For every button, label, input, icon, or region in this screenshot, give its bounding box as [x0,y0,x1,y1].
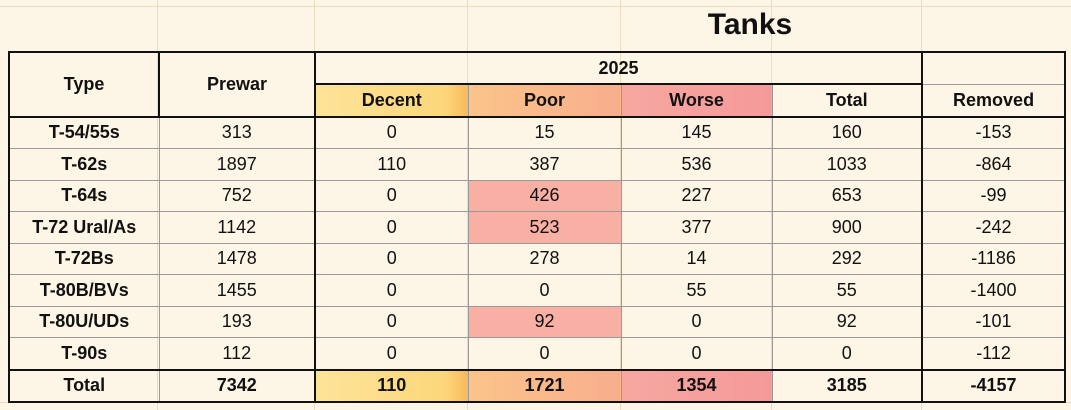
table-row: T-62s 1897 110 387 536 1033 -864 [8,148,1067,181]
row-type: T-72Bs [8,242,160,275]
row-removed: -864 [921,148,1067,181]
header-removed: Removed [921,83,1067,117]
row-type: T-80U/UDs [8,305,160,338]
row-total: 55 [771,274,924,307]
table-row: T-80B/BVs 1455 0 0 55 55 -1400 [8,274,1067,307]
row-decent: 0 [314,305,469,338]
table-row: T-72Bs 1478 0 278 14 292 -1186 [8,242,1067,275]
table-row: T-64s 752 0 426 227 653 -99 [8,179,1067,212]
total-label: Total [8,368,160,403]
page-title: Tanks [707,8,793,41]
total-prewar: 7342 [158,368,316,403]
row-decent: 0 [314,242,469,275]
header-total: Total [771,83,924,117]
header-row: Type Prewar 2025 [8,51,1067,117]
row-decent: 0 [314,337,469,370]
row-type: T-80B/BVs [8,274,160,307]
total-worse: 1354 [620,368,773,403]
row-type: T-90s [8,337,160,370]
row-prewar: 1478 [158,242,316,275]
row-decent: 0 [314,274,469,307]
row-poor-highlighted: 92 [467,305,622,338]
row-prewar: 193 [158,305,316,338]
grid-line [0,6,1071,7]
row-removed: -242 [921,211,1067,244]
row-total: 0 [771,337,924,370]
row-prewar: 752 [158,179,316,212]
header-empty [921,51,1067,85]
header-poor: Poor [467,83,622,117]
header-worse: Worse [620,83,773,117]
row-removed: -99 [921,179,1067,212]
row-decent: 0 [314,115,469,149]
row-worse: 227 [620,179,773,212]
table-row: T-90s 112 0 0 0 0 -112 [8,337,1067,370]
row-poor-highlighted: 523 [467,211,622,244]
total-row: Total 7342 110 1721 1354 3185 -4157 [8,368,1067,403]
table-row: T-80U/UDs 193 0 92 0 92 -101 [8,305,1067,338]
row-total: 92 [771,305,924,338]
total-decent: 110 [314,368,469,403]
row-removed: -153 [921,115,1067,149]
row-prewar: 1455 [158,274,316,307]
row-type: T-64s [8,179,160,212]
total-total: 3185 [771,368,924,403]
header-year: 2025 [313,51,924,85]
row-decent: 0 [314,211,469,244]
header-decent: Decent [314,83,469,117]
row-type: T-72 Ural/As [8,211,160,244]
row-total: 1033 [771,148,924,181]
row-decent: 110 [314,148,469,181]
row-poor: 0 [467,274,622,307]
grid-line [0,402,1071,403]
row-poor: 387 [467,148,622,181]
row-worse: 0 [620,305,773,338]
row-prewar: 1897 [158,148,316,181]
row-total: 900 [771,211,924,244]
row-removed: -1186 [921,242,1067,275]
table-row: T-72 Ural/As 1142 0 523 377 900 -242 [8,211,1067,244]
row-worse: 377 [620,211,773,244]
row-type: T-54/55s [8,115,160,149]
subheader-row: Decent Poor Worse Total Removed [9,83,1067,117]
row-total: 292 [771,242,924,275]
row-total: 160 [771,115,924,149]
row-removed: -101 [921,305,1067,338]
row-prewar: 112 [158,337,316,370]
row-worse: 145 [620,115,773,149]
row-prewar: 313 [158,115,316,149]
row-poor: 278 [467,242,622,275]
row-worse: 536 [620,148,773,181]
row-prewar: 1142 [158,211,316,244]
total-removed: -4157 [921,368,1067,403]
tanks-table: Type Prewar 2025 Decent Poor Worse Total… [8,51,1067,403]
header-type: Type [8,51,160,117]
total-poor: 1721 [467,368,622,403]
row-worse: 0 [620,337,773,370]
table-row: T-54/55s 313 0 15 145 160 -153 [8,115,1067,149]
row-poor: 15 [467,115,622,149]
row-removed: -112 [921,337,1067,370]
row-poor: 0 [467,337,622,370]
row-type: T-62s [8,148,160,181]
row-decent: 0 [314,179,469,212]
header-prewar: Prewar [158,51,316,117]
row-worse: 55 [620,274,773,307]
row-removed: -1400 [921,274,1067,307]
row-worse: 14 [620,242,773,275]
row-poor-highlighted: 426 [467,179,622,212]
row-total: 653 [771,179,924,212]
